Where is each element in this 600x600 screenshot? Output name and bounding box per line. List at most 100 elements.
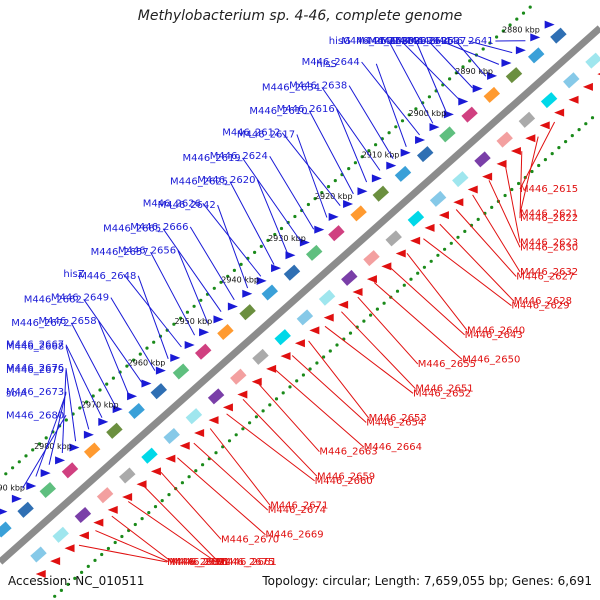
gene-label-reverse: M446_2627 — [516, 272, 574, 283]
leader-line — [259, 384, 320, 453]
dotted-track-outer-reverse — [550, 152, 554, 156]
dotted-track-outer-reverse — [254, 415, 258, 419]
leader-line — [296, 134, 328, 218]
gene-label-forward: M446_2619 — [183, 153, 241, 164]
forward-gene-arrow — [112, 405, 123, 414]
ruler-tick-label: 2950 kbp — [175, 317, 213, 326]
dotted-track-outer-reverse — [80, 570, 84, 575]
dotted-track-outer-forward — [98, 388, 102, 392]
reverse-gene-arrow — [122, 493, 133, 502]
leader-line — [35, 393, 67, 477]
feature-block-forward — [172, 363, 190, 380]
dotted-track-outer-reverse — [140, 517, 144, 521]
dotted-track-outer-reverse — [53, 594, 57, 598]
dotted-track-outer-forward — [347, 167, 351, 171]
gene-label-forward: M446_2636 — [381, 36, 439, 47]
forward-gene-arrow — [371, 174, 382, 183]
forward-gene-arrow — [515, 46, 526, 55]
leader-line — [48, 391, 67, 465]
dotted-track-outer-forward — [145, 346, 149, 350]
dotted-track-outer-forward — [152, 340, 156, 344]
dotted-track-outer-reverse — [194, 469, 198, 473]
dotted-track-outer-reverse — [416, 271, 420, 275]
gene-label-reverse: M446_2630 — [520, 242, 578, 253]
dotted-track-outer-forward — [293, 214, 297, 219]
reverse-gene-arrow — [381, 262, 392, 271]
reverse-gene-arrow — [107, 505, 118, 514]
gene-label-forward: M446_2610 — [249, 106, 307, 117]
dotted-track-outer-reverse — [456, 235, 460, 239]
forward-gene-arrow — [26, 481, 37, 490]
dotted-track-outer-forward — [320, 191, 324, 195]
feature-block-forward — [505, 67, 523, 84]
dotted-track-outer-reverse — [443, 247, 447, 251]
leader-line — [144, 486, 219, 563]
reverse-gene-arrow — [467, 185, 478, 194]
dotted-track-outer-reverse — [106, 546, 110, 551]
feature-block-reverse — [452, 171, 469, 188]
dotted-track-outer-reverse — [295, 379, 299, 383]
dotted-track-outer-forward — [132, 358, 136, 362]
dotted-track-outer-reverse — [449, 241, 453, 245]
gene-label-forward: M446_2657 — [91, 247, 149, 258]
gene-label-reverse: M446_2675 — [216, 557, 274, 568]
leader-line — [65, 344, 103, 418]
dotted-track-outer-reverse — [503, 193, 507, 198]
leader-line — [375, 63, 407, 147]
leader-line — [281, 132, 341, 207]
forward-gene-arrow — [184, 341, 195, 350]
feature-block-reverse — [296, 309, 314, 326]
reverse-gene-arrow — [352, 287, 363, 296]
dotted-track-outer-forward — [44, 436, 48, 440]
gene-label-forward: M446_2626 — [143, 198, 201, 209]
feature-block-forward — [0, 521, 12, 538]
forward-gene-arrow — [227, 302, 238, 311]
ruler-tick-label: 2890 kbp — [455, 67, 493, 76]
leader-line — [336, 108, 368, 183]
dotted-track-outer-forward — [387, 131, 391, 135]
dotted-track-outer-reverse — [362, 319, 366, 323]
dotted-track-outer-reverse — [584, 122, 588, 126]
feature-block-reverse — [252, 348, 269, 365]
gene-label-reverse: M446_2640 — [467, 325, 525, 336]
dotted-track-outer-forward — [4, 472, 8, 476]
gene-label-reverse: M446_2660 — [315, 476, 373, 487]
feature-block-reverse — [163, 427, 180, 445]
reverse-gene-arrow — [194, 428, 205, 437]
accession-label: Accession: NC_010511 — [8, 574, 145, 588]
dotted-track-outer-reverse — [510, 187, 514, 192]
dotted-track-outer-reverse — [59, 588, 64, 593]
forward-gene-arrow — [357, 187, 368, 196]
dotted-track-outer-reverse — [590, 116, 595, 120]
ruler-tick-label: 2990 kbp — [0, 484, 25, 493]
ruler-tick-label: 2910 kbp — [362, 151, 400, 160]
feature-block-reverse — [474, 151, 491, 168]
feature-block-forward — [17, 501, 34, 518]
gene-label-reverse: M446_2671 — [270, 501, 328, 512]
leader-line — [455, 209, 517, 277]
dotted-track-outer-forward — [199, 298, 203, 302]
dotted-track-outer-reverse — [288, 385, 292, 389]
gene-label-forward: M446_2637 — [408, 36, 466, 47]
forward-gene-arrow — [299, 238, 310, 247]
dotted-track-outer-forward — [84, 400, 89, 404]
reverse-gene-arrow — [424, 223, 435, 232]
leader-line — [390, 267, 465, 336]
leader-line — [61, 369, 67, 454]
forward-gene-arrow — [256, 276, 267, 285]
dotted-track-outer-forward — [125, 364, 129, 368]
feature-block-forward — [61, 462, 79, 479]
gene-label-forward: M446_2617 — [237, 130, 295, 141]
reverse-gene-arrow — [410, 236, 421, 245]
reverse-gene-arrow — [539, 121, 550, 130]
leader-line — [78, 544, 168, 563]
gene-label-forward: M446_2656 — [118, 245, 176, 256]
dotted-track-outer-forward — [394, 125, 398, 129]
forward-gene-arrow — [40, 469, 51, 478]
gene-label-reverse: M446_2669 — [265, 530, 323, 541]
ruler-tick-label: 2880 kbp — [502, 26, 540, 35]
reverse-gene-arrow — [93, 518, 104, 527]
dotted-track-outer-forward — [266, 238, 270, 242]
feature-block-forward — [217, 323, 234, 341]
